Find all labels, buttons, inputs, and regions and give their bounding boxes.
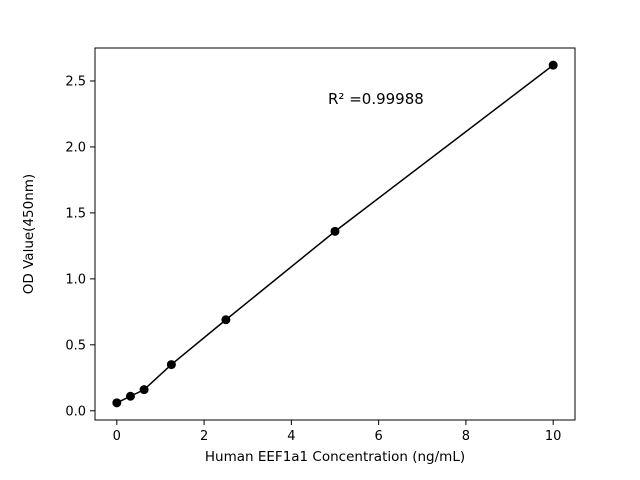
x-axis-label: Human EEF1a1 Concentration (ng/mL) bbox=[205, 449, 465, 465]
data-point bbox=[221, 315, 231, 325]
x-tick-label: 8 bbox=[462, 429, 470, 444]
data-point bbox=[125, 391, 135, 401]
x-tick-label: 4 bbox=[287, 429, 295, 444]
x-tick-label: 0 bbox=[113, 429, 121, 444]
y-tick-label: 0.0 bbox=[65, 404, 86, 419]
x-tick-label: 6 bbox=[374, 429, 382, 444]
r-squared-annotation: R² =0.99988 bbox=[328, 90, 424, 108]
data-point bbox=[330, 226, 340, 236]
data-point bbox=[548, 60, 558, 70]
data-point bbox=[139, 385, 149, 395]
y-tick-label: 2.5 bbox=[65, 74, 86, 89]
x-tick-label: 10 bbox=[545, 429, 562, 444]
y-tick-label: 0.5 bbox=[65, 338, 86, 353]
y-tick-label: 1.5 bbox=[65, 206, 86, 221]
data-point bbox=[112, 398, 122, 408]
y-tick-label: 1.0 bbox=[65, 272, 86, 287]
axes-spines bbox=[94, 47, 576, 421]
y-tick-label: 2.0 bbox=[65, 140, 86, 155]
data-point bbox=[166, 360, 176, 370]
x-tick-label: 2 bbox=[200, 429, 208, 444]
y-axis-label: OD Value(450nm) bbox=[21, 174, 37, 294]
